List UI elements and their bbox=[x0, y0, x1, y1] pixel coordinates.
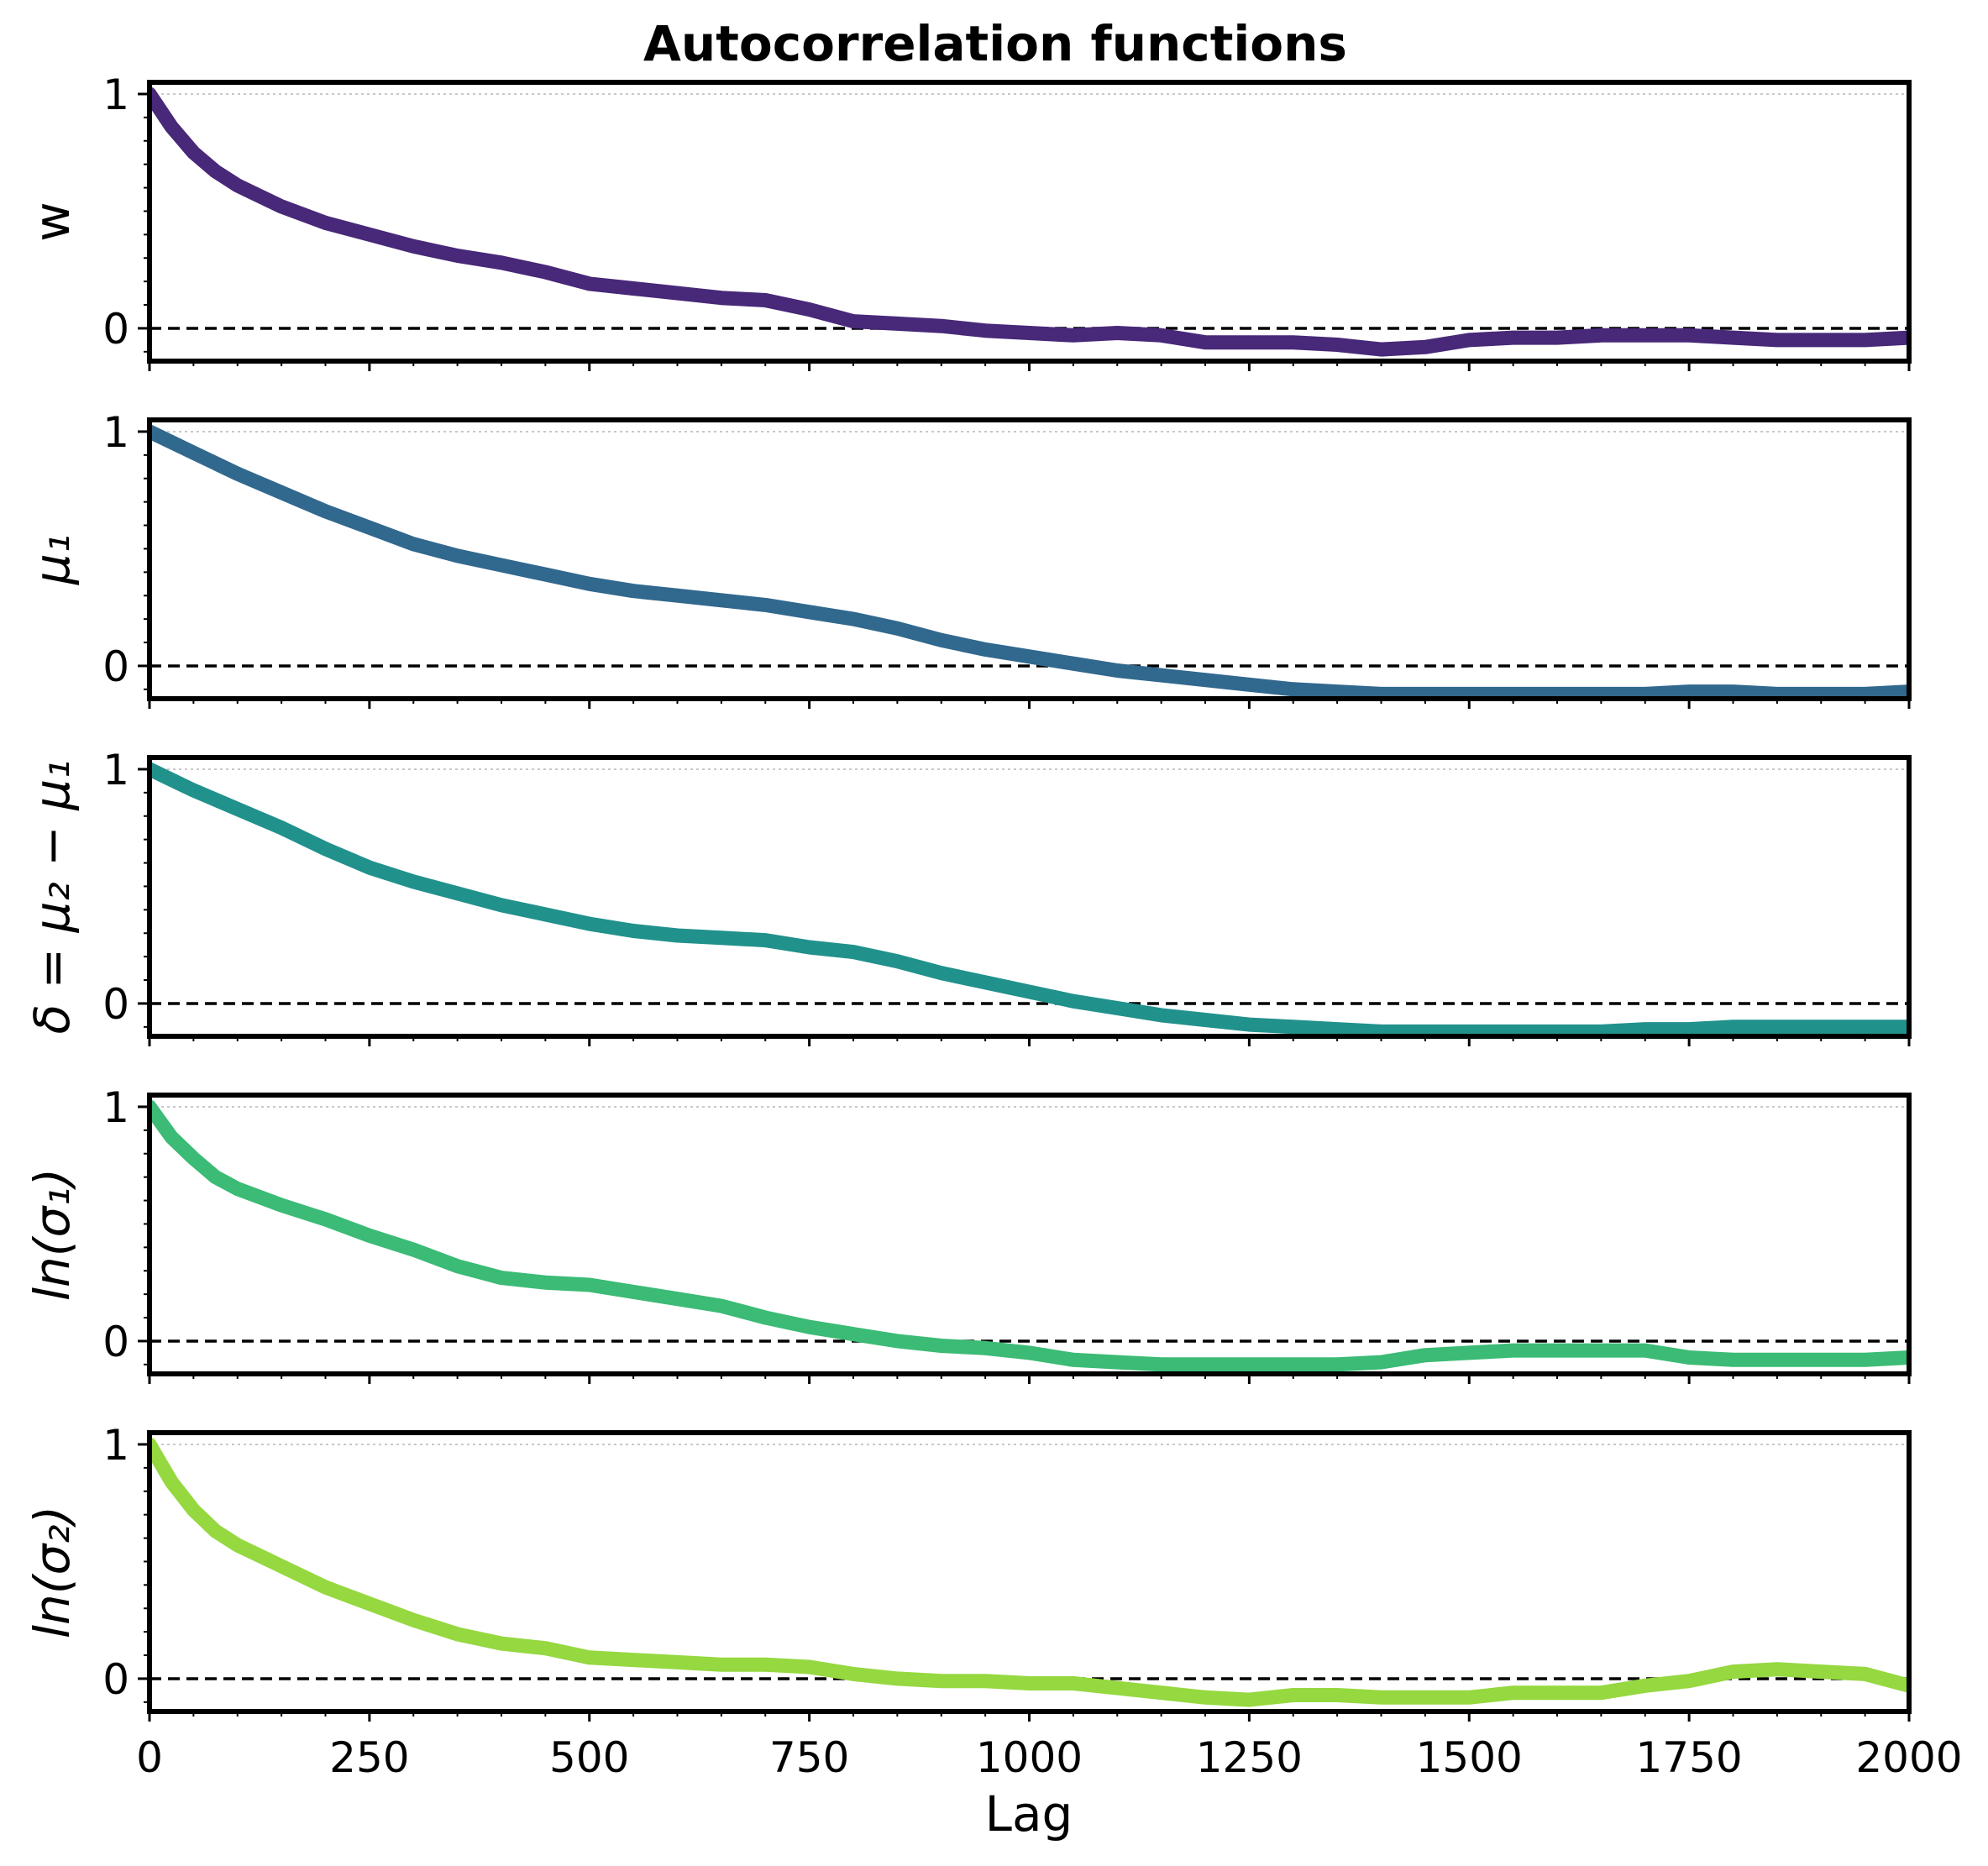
acf-series-line bbox=[149, 86, 1909, 357]
panel-5: 0 1 ln(σ₂) bbox=[24, 1421, 1912, 1722]
y-tick-label: 0 bbox=[102, 1655, 129, 1704]
panel-frame bbox=[147, 1430, 1912, 1714]
x-tick-label: 0 bbox=[136, 1733, 163, 1782]
acf-series-line bbox=[149, 1099, 1909, 1372]
acf-series-line bbox=[149, 424, 1909, 699]
x-tick-label: 1250 bbox=[1196, 1733, 1303, 1782]
x-tick-label: 2000 bbox=[1855, 1733, 1962, 1782]
y-axis-label: ln(σ₂) bbox=[24, 1506, 81, 1638]
x-tick-label: 1500 bbox=[1416, 1733, 1523, 1782]
x-tick-label: 750 bbox=[769, 1733, 849, 1782]
y-tick-label: 0 bbox=[102, 980, 129, 1029]
acf-series-line bbox=[149, 762, 1909, 1036]
chart-title: Autocorrelation functions bbox=[643, 15, 1347, 72]
y-tick-label: 1 bbox=[102, 746, 129, 794]
y-axis-label: μ₁ bbox=[24, 534, 81, 585]
y-axis-label: w bbox=[24, 202, 81, 241]
x-tick-label: 250 bbox=[329, 1733, 409, 1782]
x-tick-label: 1750 bbox=[1636, 1733, 1743, 1782]
x-tick-labels: 0 250 500 750 1000 1250 1500 1750 2000 bbox=[136, 1733, 1963, 1782]
panel-2: 0 1 μ₁ bbox=[24, 408, 1912, 709]
y-tick-label: 0 bbox=[102, 1318, 129, 1366]
x-axis-label: Lag bbox=[985, 1785, 1073, 1842]
y-tick-label: 1 bbox=[102, 1421, 129, 1470]
y-tick-label: 0 bbox=[102, 305, 129, 354]
y-axis-label: ln(σ₁) bbox=[24, 1168, 81, 1301]
panel-4: 0 1 ln(σ₁) bbox=[24, 1083, 1912, 1384]
x-tick-label: 1000 bbox=[976, 1733, 1083, 1782]
y-tick-label: 1 bbox=[102, 1083, 129, 1132]
y-tick-label: 1 bbox=[102, 71, 129, 119]
panel-3: 0 1 δ = μ₂ − μ₁ bbox=[24, 746, 1912, 1046]
y-tick-label: 1 bbox=[102, 408, 129, 457]
panels-group: 0 1 w 0 1 μ₁ 0 1 δ = μ₂ − μ₁ 0 1 ln(σ₁) 0 1 ln(σ₂) bbox=[24, 71, 1912, 1722]
acf-series-line bbox=[149, 1437, 1909, 1707]
panel-frame bbox=[147, 80, 1912, 364]
y-tick-label: 0 bbox=[102, 642, 129, 691]
x-tick-label: 500 bbox=[549, 1733, 629, 1782]
panel-1: 0 1 w bbox=[24, 71, 1912, 371]
y-axis-label: δ = μ₂ − μ₁ bbox=[24, 760, 81, 1035]
panel-frame bbox=[147, 1093, 1912, 1376]
